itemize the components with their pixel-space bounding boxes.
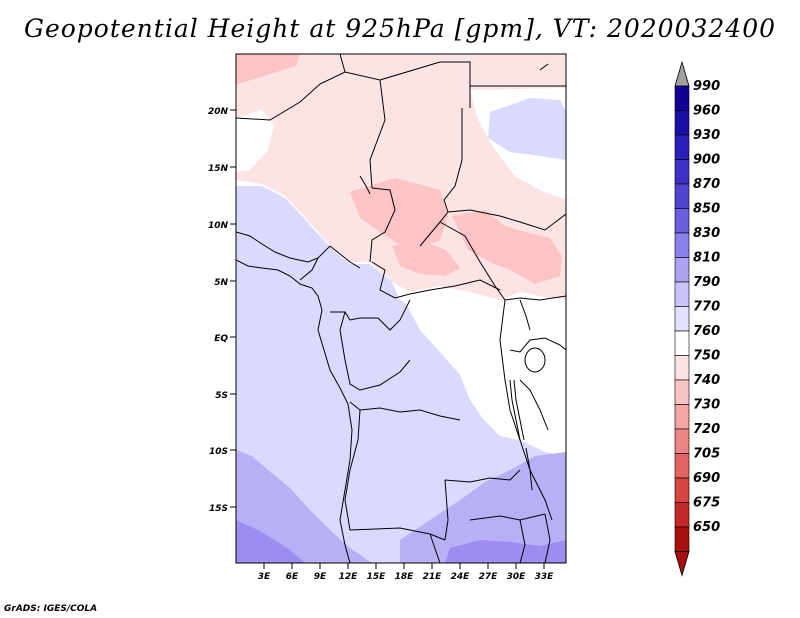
colorbar-label: 850: [693, 202, 720, 217]
colorbar-swatch: [674, 110, 690, 136]
colorbar-swatch: [674, 306, 690, 332]
colorbar-label: 650: [693, 520, 720, 535]
colorbar-label: 870: [693, 177, 720, 192]
field-blue-south: [400, 452, 566, 563]
colorbar-swatch: [674, 330, 690, 356]
field-pink-mid-center: [350, 178, 448, 250]
field-blue-west: [236, 450, 372, 563]
colorbar: 990 960 930 900 870 850 830 810 790 770 760 750 740 7…: [674, 60, 720, 577]
colorbar-swatch: [674, 281, 690, 307]
colorbar-label: 760: [693, 324, 720, 339]
colorbar-swatch: [674, 159, 690, 185]
colorbar-swatch: [674, 257, 690, 283]
colorbar-swatch: [674, 85, 690, 111]
map-frame: [235, 53, 567, 564]
lat-tick-label: 10N: [208, 221, 229, 231]
colorbar-swatch: [674, 502, 690, 528]
lat-tick-label: EQ: [214, 334, 228, 344]
field-pink-mid-nw: [236, 54, 300, 84]
colorbar-label: 750: [693, 349, 720, 364]
lat-tick-label: 15S: [209, 504, 228, 514]
colorbar-label: 960: [693, 104, 720, 119]
colorbar-swatch: [674, 453, 690, 479]
lon-tick-label: 9E: [314, 572, 327, 582]
lat-tick-label: 20N: [208, 107, 229, 117]
colorbar-swatch: [674, 477, 690, 503]
lon-tick-label: 27E: [479, 572, 499, 582]
colorbar-swatch: [674, 208, 690, 234]
colorbar-label: 990: [693, 79, 720, 94]
lon-tick-label: 18E: [395, 572, 415, 582]
lon-tick-label: 30E: [507, 572, 527, 582]
lat-tick-labels: 20N 15N 10N 5N EQ 5S 10S 15S: [208, 107, 229, 514]
field-white-nw: [236, 110, 274, 172]
colorbar-label: 790: [693, 275, 720, 290]
colorbar-swatch: [674, 183, 690, 209]
lakes-rivers: [359, 63, 549, 491]
colorbar-swatch: [674, 134, 690, 160]
colorbar-label: 675: [693, 496, 720, 511]
colorbar-top-arrow: [674, 60, 690, 87]
colorbar-label: 810: [693, 251, 720, 266]
field-blue-dark-se: [445, 540, 566, 563]
colorbar-swatch: [674, 232, 690, 258]
colorbar-label: 690: [693, 471, 720, 486]
map-field: [236, 54, 566, 563]
lon-tick-label: 6E: [286, 572, 299, 582]
lon-tick-labels: 3E 6E 9E 12E 15E 18E 21E 24E 27E 30E 33E: [258, 572, 554, 582]
lat-tick-label: 15N: [208, 164, 229, 174]
field-lavender: [236, 186, 566, 563]
colorbar-bottom-arrow: [674, 551, 690, 577]
colorbar-label: 720: [693, 422, 720, 437]
colorbar-label: 930: [693, 128, 720, 143]
colorbar-label: 770: [693, 300, 720, 315]
field-blue-dark-sw: [236, 520, 305, 563]
colorbar-swatch: [674, 404, 690, 430]
lon-tick-label: 33E: [535, 572, 555, 582]
lon-tick-label: 21E: [423, 572, 443, 582]
colorbar-swatch: [674, 526, 690, 552]
colorbar-label: 900: [693, 153, 720, 168]
colorbar-swatch: [674, 355, 690, 381]
lon-tick-label: 15E: [367, 572, 387, 582]
lon-tick-label: 24E: [451, 572, 471, 582]
grads-credit: GrADS: IGES/COLA: [4, 604, 98, 614]
coastline: [236, 259, 353, 563]
field-pink-mid-band: [392, 240, 460, 276]
colorbar-label: 740: [693, 373, 720, 388]
colorbar-swatch: [674, 379, 690, 405]
country-borders: [236, 54, 566, 563]
colorbar-swatch: [674, 428, 690, 454]
lat-tick-label: 10S: [209, 447, 228, 457]
field-white-equatorial: [404, 288, 566, 440]
colorbar-label: 830: [693, 226, 720, 241]
lat-ticks: [230, 109, 236, 508]
lon-ticks: [263, 563, 545, 569]
lon-tick-label: 3E: [258, 572, 271, 582]
lat-tick-label: 5S: [215, 391, 228, 401]
page-title: Geopotential Height at 925hPa [gpm], VT:…: [23, 14, 777, 43]
field-lavender-ne: [488, 98, 566, 160]
colorbar-label: 705: [693, 447, 720, 462]
colorbar-label: 730: [693, 398, 720, 413]
lat-tick-label: 5N: [214, 278, 228, 288]
lon-tick-label: 12E: [339, 572, 359, 582]
field-pink-mid-east: [452, 210, 562, 284]
